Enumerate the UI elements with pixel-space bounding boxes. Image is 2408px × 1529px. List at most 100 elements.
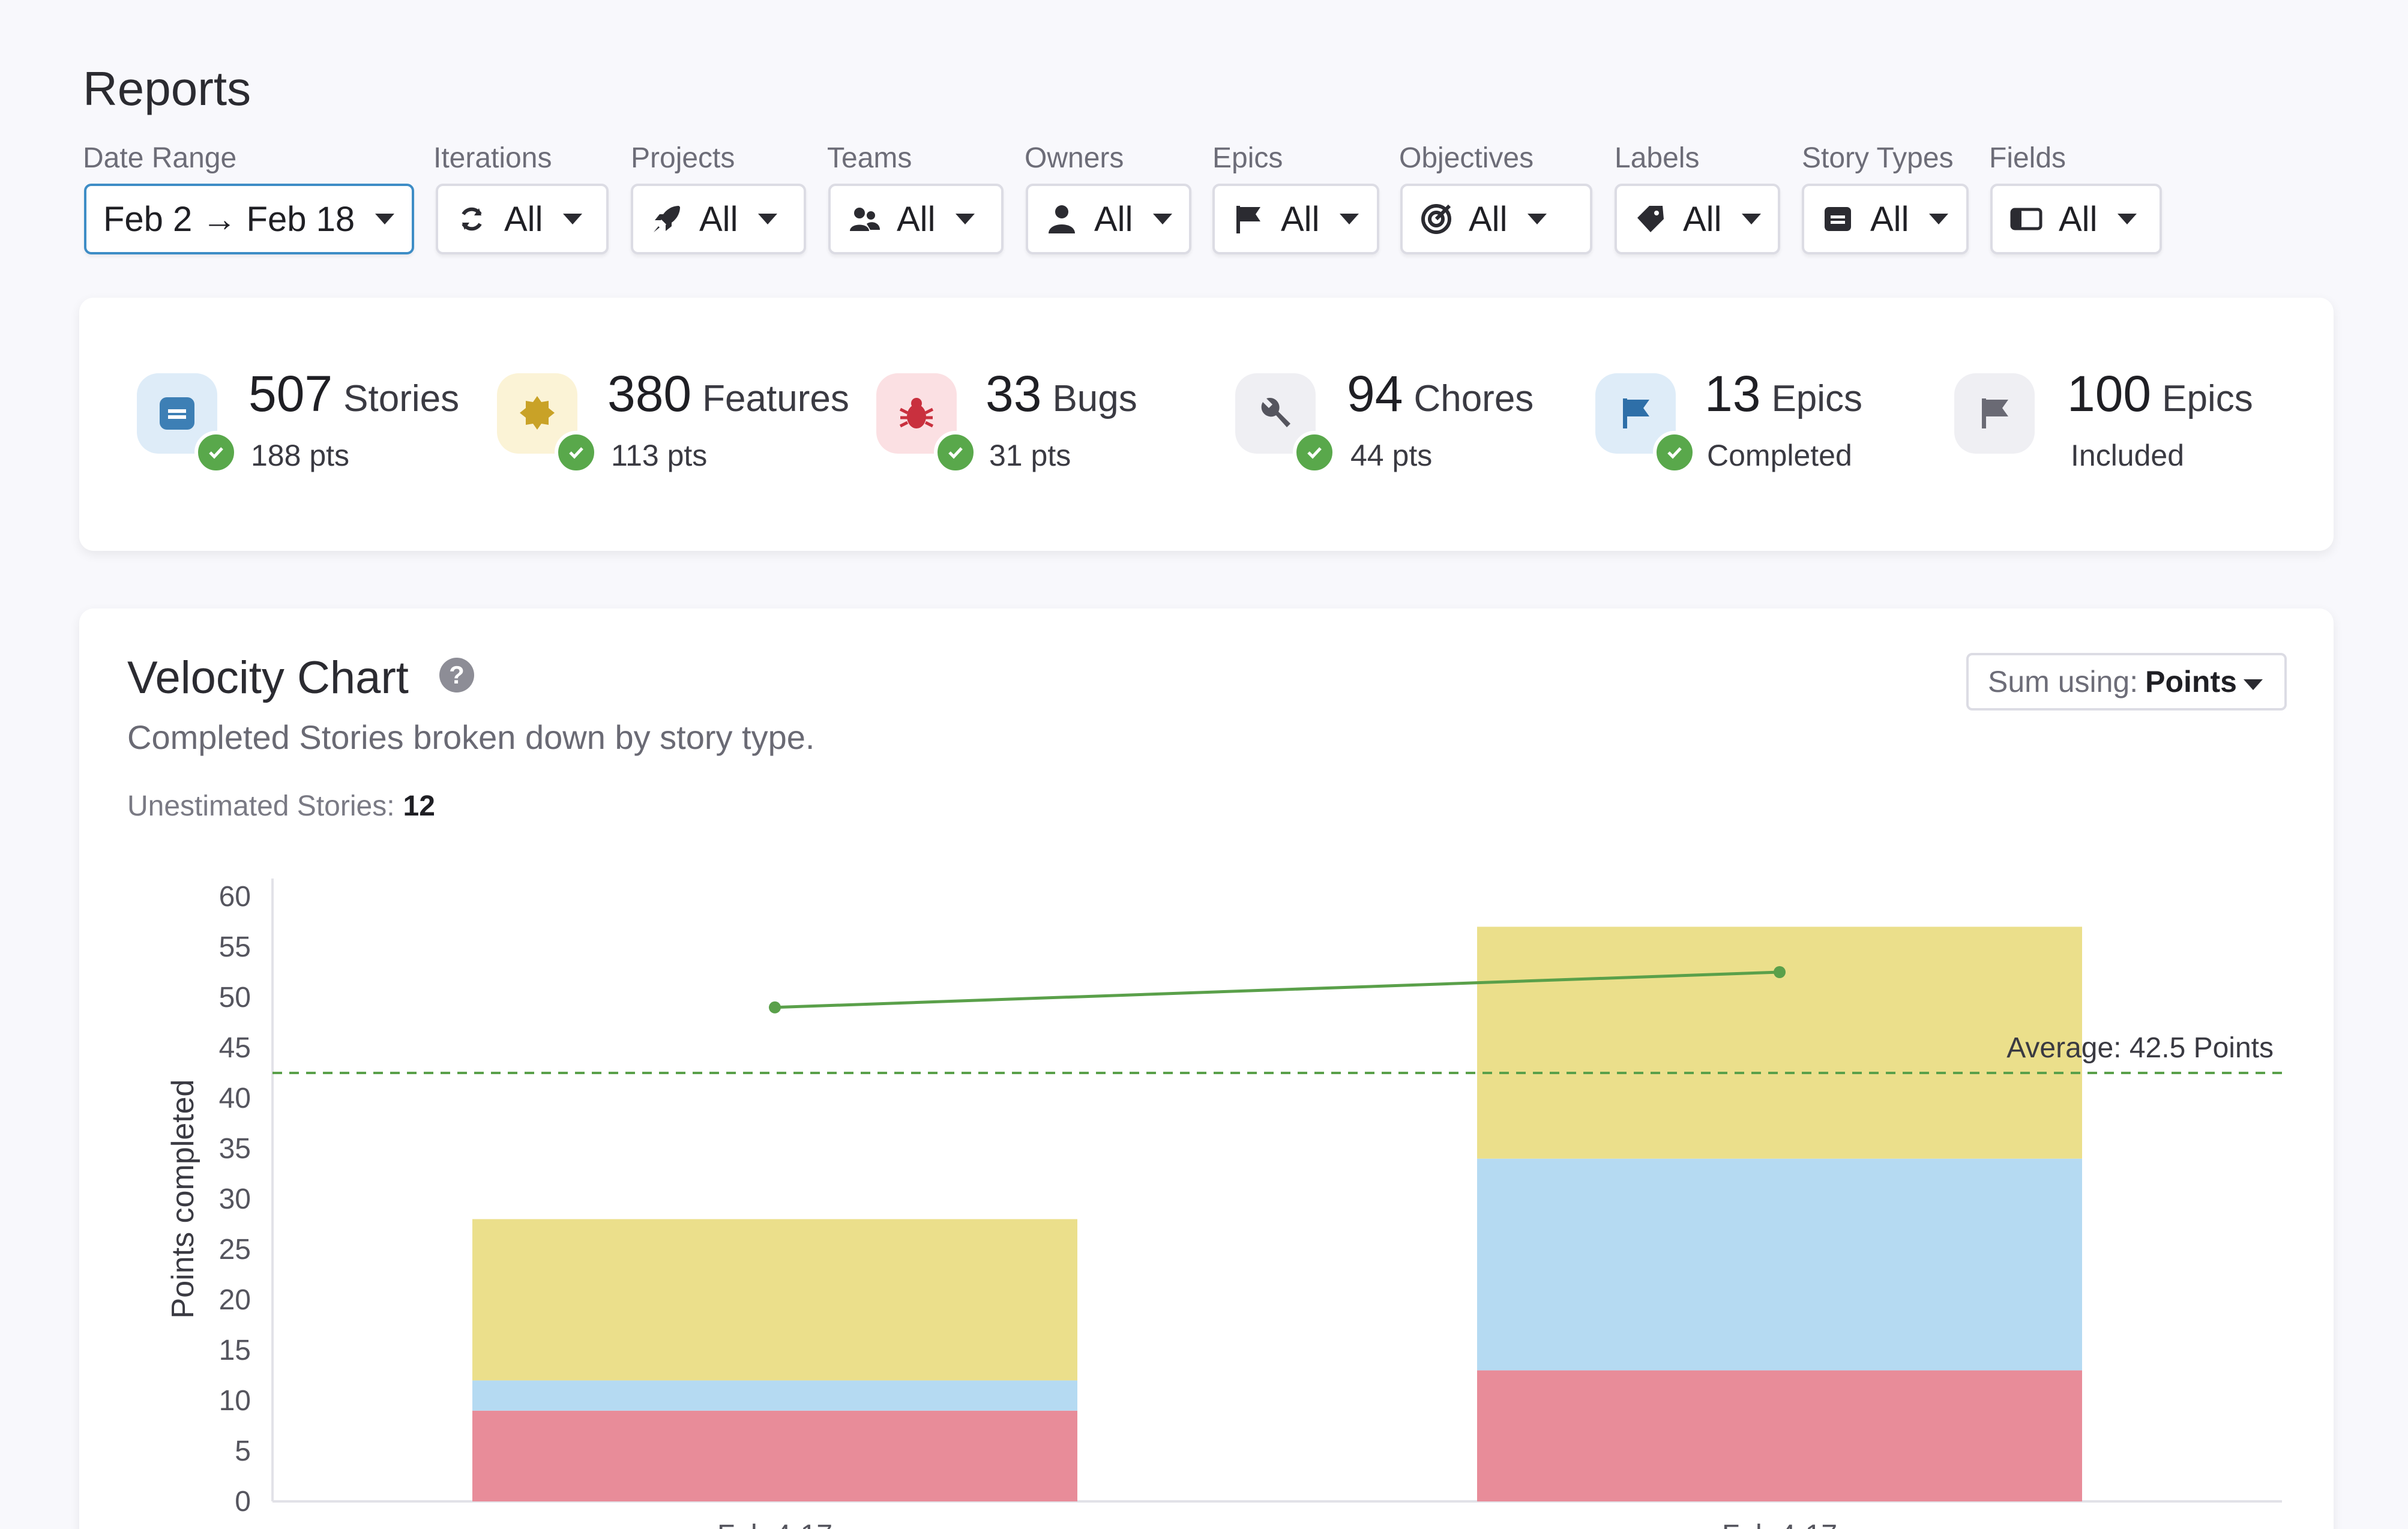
- y-tick-label: 60: [219, 881, 251, 913]
- projects-value: All: [699, 199, 738, 239]
- iteration-icon: [455, 202, 489, 236]
- teams-value: All: [897, 199, 936, 239]
- y-tick-label: 40: [219, 1083, 251, 1114]
- x-tick-label: Feb 4-17: [717, 1519, 832, 1529]
- flag-icon: [1232, 202, 1265, 236]
- projects-dropdown[interactable]: All: [631, 184, 806, 254]
- filter-label: Teams: [827, 142, 912, 174]
- trend-line: [774, 970, 1780, 1009]
- sum-using-dropdown[interactable]: Sum using: Points: [1966, 653, 2287, 710]
- owners-dropdown[interactable]: All: [1026, 184, 1191, 254]
- filter-label: Owners: [1025, 142, 1124, 174]
- filter-label: Iterations: [433, 142, 552, 174]
- stat-subtext: 188 pts: [251, 439, 350, 472]
- date-range-dropdown[interactable]: Feb 2 → Feb 18: [84, 184, 414, 254]
- objectives-value: All: [1469, 199, 1508, 239]
- check-icon: [1653, 431, 1696, 474]
- average-label: Average: 42.5 Points: [2006, 1032, 2274, 1064]
- chevron-down-icon: [1340, 214, 1359, 224]
- check-icon: [194, 431, 238, 474]
- summary-card: 507 Stories 188 pts 380 Features 113 pts 3…: [79, 298, 2334, 551]
- trend-point: [1774, 966, 1786, 978]
- filter-teams: Teams All: [827, 139, 1004, 254]
- filter-label: Epics: [1212, 142, 1283, 174]
- filter-bar: Date Range Feb 2 → Feb 18 Iterations All…: [0, 139, 2408, 259]
- y-tick-label: 55: [219, 931, 251, 963]
- bar-segment-3: [472, 1219, 1077, 1381]
- filter-iterations: Iterations All: [433, 139, 609, 254]
- stat-subtext: 31 pts: [989, 439, 1071, 472]
- bar-segment-2: [472, 1380, 1077, 1411]
- y-tick-label: 10: [219, 1385, 251, 1417]
- objectives-dropdown[interactable]: All: [1400, 184, 1592, 254]
- labels-dropdown[interactable]: All: [1615, 184, 1780, 254]
- velocity-chart: 0 5 10 15 20 25 30 35 40 45 50 55 60 Points completed…: [166, 879, 2282, 1529]
- stat-subtext: Completed: [1707, 439, 1852, 472]
- chevron-down-icon: [2244, 679, 2263, 690]
- bar-segment-3: [1477, 927, 2082, 1159]
- check-icon: [1293, 431, 1336, 474]
- team-icon: [847, 202, 881, 236]
- story-types-dropdown[interactable]: All: [1802, 184, 1969, 254]
- card-icon: [1821, 202, 1855, 236]
- bar-segment-2: [1477, 1158, 2082, 1371]
- stat-number: 380 Features: [607, 365, 849, 422]
- y-tick-label: 0: [235, 1486, 251, 1518]
- epics-value: All: [1281, 199, 1320, 239]
- velocity-chart-card: Velocity Chart ? Completed Stories broke…: [79, 608, 2334, 1529]
- tag-icon: [1634, 202, 1667, 236]
- sum-using-label: Sum using:: [1988, 665, 2139, 698]
- stat-number: 94 Chores: [1347, 365, 1534, 422]
- chevron-down-icon: [758, 214, 778, 224]
- y-tick-label: 15: [219, 1335, 251, 1366]
- fields-dropdown[interactable]: All: [1990, 184, 2162, 254]
- x-tick-label: Feb 4-17: [1722, 1519, 1837, 1529]
- owners-value: All: [1094, 199, 1133, 239]
- chevron-down-icon: [1153, 214, 1173, 224]
- chevron-down-icon: [563, 214, 583, 224]
- filter-label: Fields: [1989, 142, 2066, 174]
- chevron-down-icon: [956, 214, 975, 224]
- filter-owners: Owners All: [1025, 139, 1191, 254]
- rocket-icon: [650, 202, 684, 236]
- flag-icon: [1954, 373, 2035, 454]
- chevron-down-icon: [2118, 214, 2137, 224]
- y-tick-label: 50: [219, 982, 251, 1014]
- filter-epics: Epics All: [1212, 139, 1379, 254]
- labels-value: All: [1683, 199, 1722, 239]
- story-icon: [137, 373, 217, 454]
- stat-number: 507 Stories: [248, 365, 460, 422]
- sum-using-value: Points: [2145, 665, 2237, 698]
- filter-objectives: Objectives All: [1399, 139, 1592, 254]
- unestimated-label: Unestimated Stories:: [127, 790, 395, 822]
- check-icon: [555, 431, 598, 474]
- filter-labels: Labels All: [1615, 139, 1780, 254]
- chart-subtitle: Completed Stories broken down by story t…: [127, 718, 815, 756]
- y-axis-label: Points completed: [166, 1080, 200, 1319]
- help-icon[interactable]: ?: [439, 658, 474, 692]
- check-icon: [934, 431, 977, 474]
- iterations-value: All: [504, 199, 543, 239]
- y-tick-label: 45: [219, 1032, 251, 1064]
- teams-dropdown[interactable]: All: [828, 184, 1004, 254]
- chart-title: Velocity Chart: [127, 652, 409, 703]
- stat-number: 100 Epics: [2067, 365, 2253, 422]
- y-tick-label: 30: [219, 1183, 251, 1215]
- filter-label: Projects: [631, 142, 735, 174]
- user-icon: [1045, 202, 1079, 236]
- filter-label: Date Range: [83, 142, 237, 174]
- epics-dropdown[interactable]: All: [1212, 184, 1379, 254]
- filter-fields: Fields All: [1989, 139, 2162, 254]
- stat-subtext: Included: [2071, 439, 2185, 472]
- date-range-value: Feb 2 → Feb 18: [103, 199, 355, 239]
- field-icon: [2009, 202, 2043, 236]
- y-tick-label: 20: [219, 1284, 251, 1316]
- story-types-value: All: [1870, 199, 1909, 239]
- chevron-down-icon: [375, 214, 395, 224]
- iterations-dropdown[interactable]: All: [436, 184, 609, 254]
- filter-label: Labels: [1615, 142, 1700, 174]
- stat-number: 13 Epics: [1705, 365, 1863, 422]
- filter-date-range: Date Range Feb 2 → Feb 18: [83, 139, 414, 254]
- y-tick-label: 5: [235, 1435, 251, 1467]
- target-icon: [1419, 202, 1453, 236]
